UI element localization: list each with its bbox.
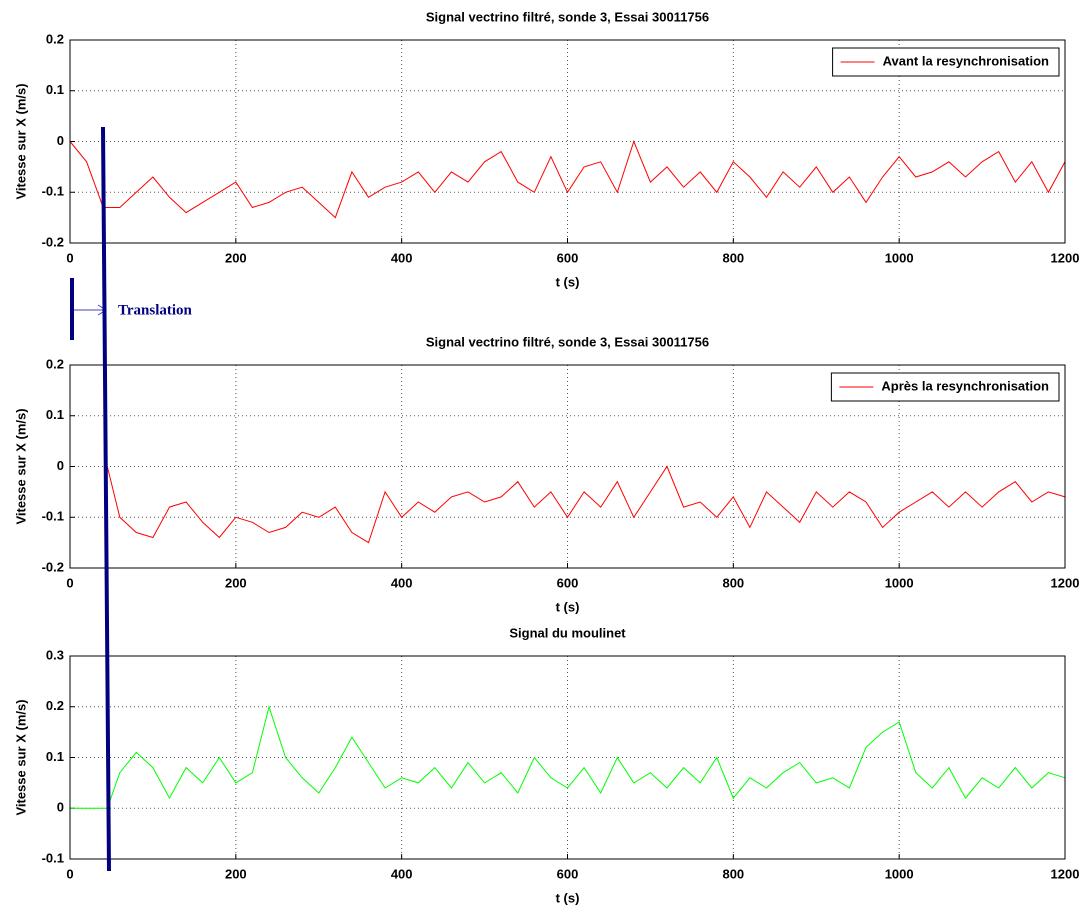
x-tick-label: 200 — [225, 575, 247, 590]
legend-label: Avant la resynchronisation — [883, 53, 1049, 68]
plot-frame — [69, 39, 1066, 244]
plots: Signal vectrino filtré, sonde 3, Essai 3… — [13, 9, 1079, 905]
x-tick-label: 1200 — [1051, 866, 1080, 881]
chart-title: Signal vectrino filtré, sonde 3, Essai 3… — [426, 9, 709, 24]
y-tick-label: 0.1 — [46, 407, 64, 422]
x-axis-label: t (s) — [556, 274, 580, 289]
x-tick-label: 200 — [225, 250, 247, 265]
x-tick-label: 0 — [66, 866, 73, 881]
y-tick-label: 0.2 — [46, 356, 64, 371]
x-tick-label: 1200 — [1051, 575, 1080, 590]
y-axis-label: Vitesse sur X (m/s) — [13, 699, 28, 815]
x-tick-label: 800 — [722, 250, 744, 265]
y-tick-label: -0.2 — [42, 234, 64, 249]
y-tick-label: 0 — [57, 458, 64, 473]
x-axis-label: t (s) — [556, 890, 580, 905]
x-tick-label: 1000 — [885, 866, 914, 881]
y-tick-label: -0.1 — [42, 184, 64, 199]
x-tick-label: 0 — [66, 575, 73, 590]
y-tick-label: -0.1 — [42, 509, 64, 524]
data-line — [70, 705, 1066, 809]
x-tick-label: 0 — [66, 250, 73, 265]
x-tick-label: 400 — [391, 575, 413, 590]
x-tick-label: 1000 — [885, 250, 914, 265]
x-tick-label: 200 — [225, 866, 247, 881]
x-tick-label: 1200 — [1051, 250, 1080, 265]
y-tick-label: 0 — [57, 133, 64, 148]
x-tick-label: 400 — [391, 866, 413, 881]
data-line — [106, 465, 1066, 544]
y-tick-label: 0.3 — [46, 647, 64, 662]
x-tick-label: 600 — [557, 575, 579, 590]
x-axis-label: t (s) — [556, 599, 580, 614]
chart-title: Signal vectrino filtré, sonde 3, Essai 3… — [426, 334, 709, 349]
x-tick-label: 400 — [391, 250, 413, 265]
x-tick-label: 1000 — [885, 575, 914, 590]
y-tick-label: 0 — [57, 800, 64, 815]
y-axis-label: Vitesse sur X (m/s) — [13, 408, 28, 524]
x-tick-label: 800 — [722, 575, 744, 590]
y-tick-label: 0.1 — [46, 749, 64, 764]
y-tick-label: 0.1 — [46, 82, 64, 97]
legend-label: Après la resynchronisation — [881, 378, 1049, 393]
x-tick-label: 800 — [722, 866, 744, 881]
chart-title: Signal du moulinet — [509, 625, 626, 640]
y-tick-label: 0.2 — [46, 698, 64, 713]
plot-frame — [69, 655, 1066, 860]
sync-line — [101, 126, 111, 872]
annotation: Translation — [118, 302, 193, 318]
y-tick-label: 0.2 — [46, 31, 64, 46]
x-tick-label: 600 — [557, 250, 579, 265]
data-line — [69, 140, 1066, 219]
plot-frame — [69, 364, 1066, 569]
y-tick-label: -0.2 — [42, 559, 64, 574]
x-tick-label: 600 — [557, 866, 579, 881]
y-tick-label: -0.1 — [42, 850, 64, 865]
y-axis-label: Vitesse sur X (m/s) — [13, 83, 28, 199]
